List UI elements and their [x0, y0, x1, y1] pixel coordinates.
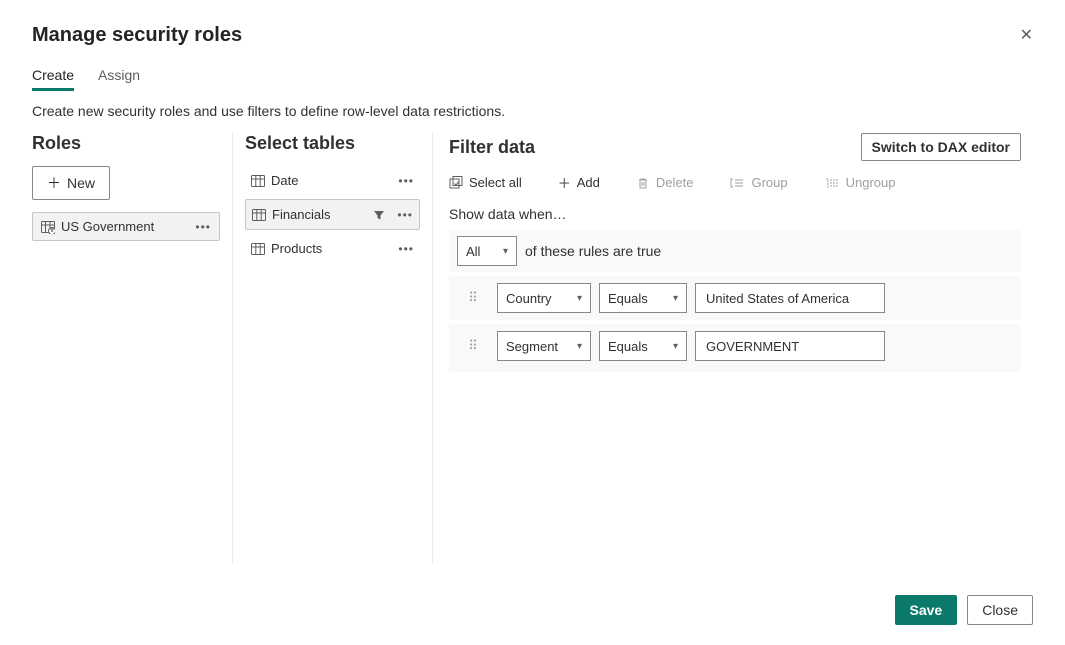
tables-header: Select tables [245, 133, 420, 154]
table-icon [251, 242, 265, 256]
chevron-down-icon: ▾ [673, 293, 678, 304]
rule-column-value: Country [506, 291, 552, 306]
roles-header: Roles [32, 133, 220, 154]
filter-toolbar: Select all ＋ Add Delete Group [449, 173, 1021, 200]
tabs: Create Assign [32, 59, 1033, 89]
rule-value-input[interactable]: GOVERNMENT [695, 331, 885, 361]
switch-dax-button[interactable]: Switch to DAX editor [861, 133, 1021, 161]
rule-value-text: United States of America [706, 291, 849, 306]
rule-value-input[interactable]: United States of America [695, 283, 885, 313]
rule-operator-select[interactable]: Equals ▾ [599, 331, 687, 361]
rule-column-value: Segment [506, 339, 558, 354]
tab-create[interactable]: Create [32, 59, 74, 89]
ungroup-label: Ungroup [846, 175, 896, 190]
save-button[interactable]: Save [895, 595, 958, 625]
more-icon[interactable]: ••• [398, 242, 414, 256]
description-text: Create new security roles and use filter… [32, 103, 1033, 119]
rule-column-select[interactable]: Country ▾ [497, 283, 591, 313]
group-button: Group [729, 175, 787, 190]
chevron-down-icon: ▾ [577, 293, 582, 304]
rule-row: ⠿ Country ▾ Equals ▾ United States of Am… [449, 272, 1021, 320]
rule-column-select[interactable]: Segment ▾ [497, 331, 591, 361]
rule-row: ⠿ Segment ▾ Equals ▾ GOVERNMENT [449, 320, 1021, 368]
filter-applied-icon [373, 209, 385, 221]
delete-rule-button: Delete [636, 175, 694, 190]
group-icon [729, 176, 745, 190]
more-icon[interactable]: ••• [397, 208, 413, 222]
rule-value-text: GOVERNMENT [706, 339, 799, 354]
show-when-label: Show data when… [449, 200, 1021, 230]
table-item-products[interactable]: Products ••• [245, 234, 420, 263]
role-item[interactable]: US Government ••• [32, 212, 220, 241]
quantifier-select[interactable]: All ▾ [457, 236, 517, 266]
table-item-date[interactable]: Date ••• [245, 166, 420, 195]
drag-handle-icon[interactable]: ⠿ [457, 290, 489, 306]
ungroup-icon [824, 176, 840, 190]
tab-assign[interactable]: Assign [98, 59, 140, 89]
table-item-label: Date [271, 173, 298, 188]
ungroup-button: Ungroup [824, 175, 896, 190]
drag-handle-icon[interactable]: ⠿ [457, 338, 489, 354]
add-rule-label: Add [577, 175, 600, 190]
filter-header: Filter data [449, 137, 535, 158]
rule-operator-select[interactable]: Equals ▾ [599, 283, 687, 313]
role-item-label: US Government [61, 219, 154, 234]
more-icon[interactable]: ••• [398, 174, 414, 188]
plus-icon: ＋ [558, 173, 571, 192]
more-icon[interactable]: ••• [195, 220, 211, 234]
rule-operator-value: Equals [608, 291, 648, 306]
select-all-label: Select all [469, 175, 522, 190]
select-all-icon [449, 176, 463, 190]
chevron-down-icon: ▾ [577, 341, 582, 352]
page-title: Manage security roles [32, 24, 242, 47]
table-icon [251, 174, 265, 188]
delete-rule-label: Delete [656, 175, 694, 190]
quantifier-value: All [466, 244, 480, 259]
table-item-label: Financials [272, 207, 331, 222]
select-all-button[interactable]: Select all [449, 175, 522, 190]
group-label: Group [751, 175, 787, 190]
close-button[interactable]: Close [967, 595, 1033, 625]
new-role-button[interactable]: ＋ New [32, 166, 110, 200]
rule-operator-value: Equals [608, 339, 648, 354]
quantifier-suffix: of these rules are true [525, 243, 661, 259]
close-icon[interactable]: ✕ [1020, 28, 1033, 44]
trash-icon [636, 176, 650, 190]
chevron-down-icon: ▾ [503, 246, 508, 257]
add-rule-button[interactable]: ＋ Add [558, 173, 600, 192]
role-table-icon [41, 220, 55, 234]
chevron-down-icon: ▾ [673, 341, 678, 352]
new-role-label: New [67, 175, 95, 191]
table-icon [252, 208, 266, 222]
table-item-financials[interactable]: Financials ••• [245, 199, 420, 230]
table-item-label: Products [271, 241, 322, 256]
plus-icon: ＋ [47, 173, 61, 193]
